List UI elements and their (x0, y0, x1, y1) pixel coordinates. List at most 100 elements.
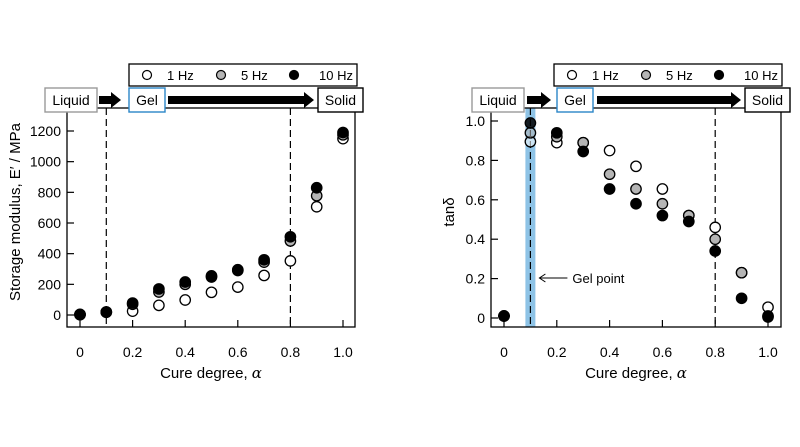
y-axis-title: tanδ (441, 197, 458, 226)
data-point-open (709, 221, 722, 234)
x-tick-label: 0.4 (600, 344, 620, 360)
gel-point-label: Gel point (572, 271, 624, 286)
x-tick-label: 0.8 (281, 344, 301, 360)
legend-marker-open (566, 69, 578, 81)
y-tick-label: 400 (38, 246, 62, 262)
data-point-gray (630, 183, 642, 195)
phase-box-solid (744, 87, 791, 113)
legend-label: 1 Hz (167, 68, 194, 83)
data-point-open (656, 183, 669, 195)
y-tick-label: 1200 (30, 123, 61, 139)
data-point-filled (656, 209, 669, 222)
data-point-open (603, 144, 616, 157)
data-point-filled (153, 283, 165, 295)
x-axis-title: Cure degree, α (585, 364, 687, 382)
phase-box-liquid (471, 87, 525, 113)
data-point-open (231, 281, 244, 293)
y-tick-label: 0.4 (466, 231, 486, 247)
chart-storage-modulus: 0 0.2 0.4 0.6 0.8 1.0 0 200 400 600 800 1000 1200 Cur… (7, 63, 364, 382)
legend-label: 10 Hz (744, 68, 778, 83)
x-tick-label: 0.6 (228, 344, 248, 360)
legend: 1 Hz 5 Hz 10 Hz (553, 63, 783, 87)
phase-arrow-shaft (597, 96, 732, 104)
y-tick-label: 1000 (30, 154, 61, 170)
data-point-filled (735, 292, 748, 305)
phase-arrow-head (304, 92, 314, 108)
phase-box-gel (556, 87, 594, 113)
phase-arrow-shaft (99, 96, 112, 104)
data-point-filled (524, 117, 537, 129)
x-tick-label: 1.0 (758, 344, 778, 360)
data-point-filled (258, 253, 270, 266)
x-tick-label: 0.4 (175, 344, 195, 360)
alpha-symbol: α (677, 364, 687, 382)
data-point-filled (577, 145, 590, 158)
y-tick-label: 800 (38, 184, 62, 200)
legend: 1 Hz 5 Hz 10 Hz (128, 63, 358, 87)
phase-arrow-head (541, 92, 551, 108)
gel-point-arrowhead (538, 273, 546, 283)
phase-label-gel: Gel (136, 92, 158, 108)
data-point-filled (310, 181, 323, 194)
legend-marker-filled (288, 69, 300, 81)
data-point-open (153, 299, 165, 312)
legend-marker-open (141, 69, 153, 81)
plot-frame (490, 107, 782, 328)
x-tick-label: 0.2 (123, 344, 143, 360)
phase-arrow-head (731, 92, 741, 108)
legend-marker-filled (713, 69, 725, 81)
data-point-filled (550, 126, 563, 139)
x-axis-title: Cure degree, α (160, 364, 262, 382)
data-point-filled (630, 197, 642, 210)
data-point-filled (231, 263, 244, 276)
legend-label: 10 Hz (319, 68, 353, 83)
x-tick-label: 0 (500, 344, 508, 360)
x-tick-label: 0.2 (547, 344, 567, 360)
data-point-filled (179, 276, 192, 288)
data-point-gray (603, 168, 616, 181)
y-tick-label: 200 (38, 276, 62, 292)
x-tick-label: 1.0 (333, 344, 353, 360)
y-tick-label: 0.6 (466, 192, 486, 208)
data-point-filled (126, 297, 139, 309)
data-point-gray (656, 197, 669, 210)
data-point-open (630, 160, 642, 173)
phase-box-liquid (44, 87, 98, 113)
data-point-filled (337, 126, 349, 139)
phase-box-solid (317, 87, 364, 113)
data-point-filled (603, 183, 616, 195)
alpha-symbol: α (252, 364, 262, 382)
data-point-open (284, 255, 297, 267)
y-tick-label: 0 (53, 307, 61, 323)
phase-label-liquid: Liquid (52, 92, 89, 108)
phase-label-solid: Solid (752, 92, 783, 108)
legend-marker-gray (640, 69, 652, 81)
phase-arrow-shaft (168, 96, 305, 104)
y-tick-label: 0.8 (466, 152, 486, 168)
phase-box-gel (128, 87, 166, 113)
legend-label: 5 Hz (666, 68, 693, 83)
phase-label-solid: Solid (325, 92, 356, 108)
legend-marker-gray (215, 69, 227, 81)
plot-frame (66, 107, 356, 328)
y-tick-label: 600 (38, 215, 62, 231)
y-tick-label: 0 (477, 310, 485, 326)
data-point-filled (284, 230, 297, 243)
data-point-open (310, 200, 323, 213)
y-tick-label: 1.0 (466, 113, 486, 129)
data-point-filled (498, 310, 510, 322)
legend-box (128, 63, 358, 87)
data-point-filled (762, 311, 774, 323)
phase-arrow-shaft (527, 96, 542, 104)
x-tick-label: 0.8 (705, 344, 725, 360)
x-tick-label: 0 (76, 344, 84, 360)
data-point-filled (74, 308, 86, 321)
phase-label-liquid: Liquid (479, 92, 516, 108)
y-tick-label: 0.2 (466, 271, 486, 287)
data-point-open (258, 269, 270, 282)
data-point-filled (100, 306, 113, 318)
gel-point-band (525, 108, 536, 327)
legend-label: 1 Hz (592, 68, 619, 83)
data-point-open (179, 294, 192, 306)
